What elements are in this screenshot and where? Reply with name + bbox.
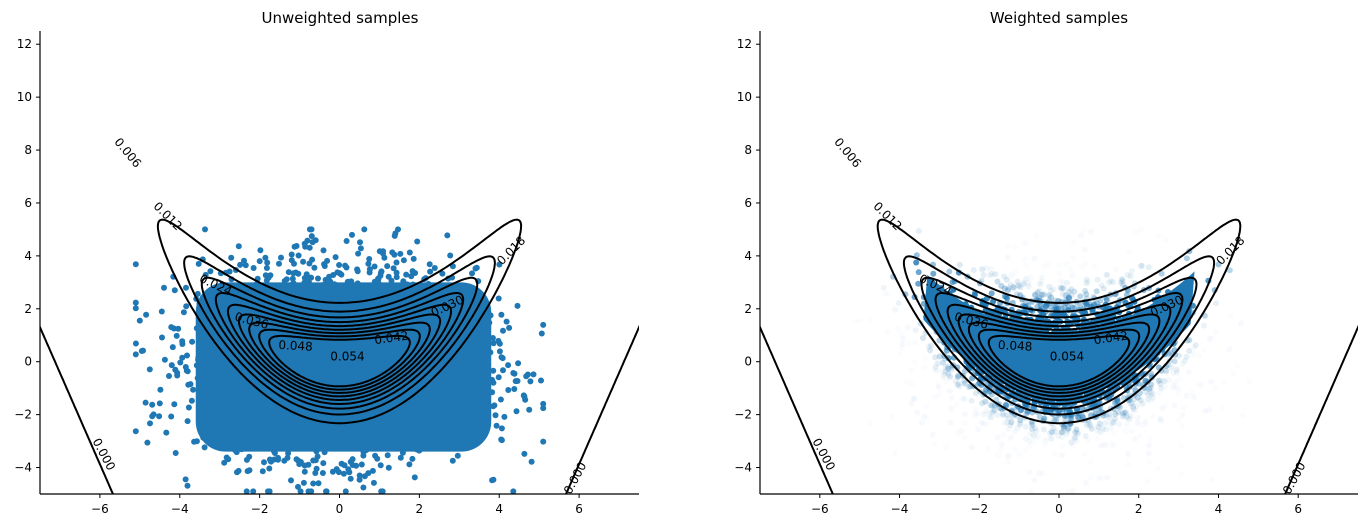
contour-label: 0.048	[278, 338, 313, 354]
x-tick-label: 4	[495, 502, 503, 516]
x-tick-label: 0	[1055, 502, 1063, 516]
panel-title: Weighted samples	[990, 9, 1128, 27]
y-tick-label: −4	[14, 461, 32, 475]
contour-label: 0.006	[111, 135, 144, 170]
y-tick-label: 8	[744, 143, 752, 157]
x-tick-label: 0	[336, 502, 344, 516]
contour-label: 0.000	[810, 436, 838, 473]
contour-label: 0.054	[1050, 349, 1084, 363]
x-tick-label: 2	[416, 502, 424, 516]
contour-label: 0.000	[1280, 460, 1308, 497]
plot-content: 0.0000.0000.0060.0120.0180.0240.0300.036…	[760, 135, 1358, 497]
contour-label: 0.054	[330, 349, 364, 363]
y-tick-label: 0	[24, 355, 32, 369]
y-tick-label: 6	[744, 196, 752, 210]
y-tick-label: 12	[17, 37, 32, 51]
plot-content: 0.0000.0000.0060.0120.0180.0240.0300.036…	[40, 135, 639, 497]
y-tick-label: 4	[744, 249, 752, 263]
contour-label: 0.042	[1093, 329, 1129, 348]
y-tick-label: −2	[734, 408, 752, 422]
plot-area: 0.0000.0000.0060.0120.0180.0240.0300.036…	[14, 31, 639, 516]
y-tick-label: −4	[734, 461, 752, 475]
y-tick-label: 10	[737, 90, 752, 104]
x-tick-label: −2	[970, 502, 988, 516]
contour-label: 0.000	[90, 436, 118, 473]
contour-label: 0.012	[870, 199, 904, 233]
contour-lines	[40, 218, 639, 494]
contour-label: 0.000	[561, 460, 589, 497]
contour-lines	[760, 218, 1358, 494]
x-tick-label: −6	[91, 502, 109, 516]
y-tick-label: 8	[24, 143, 32, 157]
contour-label: 0.012	[151, 199, 185, 233]
x-tick-label: 6	[575, 502, 583, 516]
contour-label: 0.006	[831, 135, 864, 170]
contour-label: 0.048	[998, 338, 1033, 354]
x-tick-label: −2	[251, 502, 269, 516]
x-tick-label: 2	[1135, 502, 1143, 516]
x-tick-label: −6	[811, 502, 829, 516]
x-tick-label: 4	[1215, 502, 1223, 516]
y-tick-label: −2	[14, 408, 32, 422]
x-tick-label: 6	[1294, 502, 1302, 516]
y-tick-label: 0	[744, 355, 752, 369]
y-tick-label: 12	[737, 37, 752, 51]
y-tick-label: 2	[744, 302, 752, 316]
panel-title: Unweighted samples	[262, 9, 419, 27]
plot-area: 0.0000.0000.0060.0120.0180.0240.0300.036…	[734, 31, 1358, 516]
y-tick-label: 2	[24, 302, 32, 316]
x-tick-label: −4	[891, 502, 909, 516]
contour-label: 0.042	[373, 329, 409, 348]
x-tick-label: −4	[171, 502, 189, 516]
y-tick-label: 4	[24, 249, 32, 263]
y-tick-label: 6	[24, 196, 32, 210]
y-tick-label: 10	[17, 90, 32, 104]
